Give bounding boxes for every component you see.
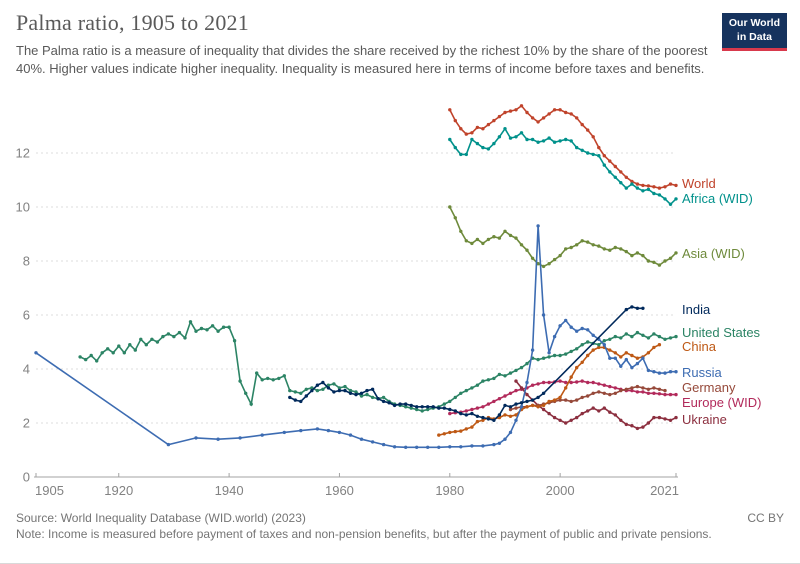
y-axis-labels: 0 2 4 6 8 10 12	[16, 146, 30, 485]
chart-subtitle: The Palma ratio is a measure of inequali…	[16, 43, 708, 77]
series-label-africa-wid[interactable]: Africa (WID)	[682, 191, 753, 207]
line-russia[interactable]	[35, 225, 676, 449]
svg-text:12: 12	[16, 146, 30, 161]
svg-text:1980: 1980	[435, 483, 464, 498]
line-india[interactable]	[289, 306, 643, 422]
owid-logo[interactable]: Our World in Data	[721, 13, 787, 52]
svg-text:1905: 1905	[35, 483, 64, 498]
series-label-china[interactable]: China	[682, 339, 716, 355]
svg-text:1940: 1940	[215, 483, 244, 498]
svg-text:6: 6	[23, 308, 30, 323]
series-label-india[interactable]: India	[682, 301, 711, 317]
series-label-asia-wid[interactable]: Asia (WID)	[682, 245, 745, 261]
svg-text:2021: 2021	[650, 483, 679, 498]
svg-text:1960: 1960	[325, 483, 354, 498]
series-label-ukraine[interactable]: Ukraine	[682, 412, 727, 428]
series-label-russia[interactable]: Russia	[682, 364, 722, 380]
series-label-world[interactable]: World	[682, 176, 716, 192]
series-label-united-states[interactable]: United States	[682, 325, 761, 341]
svg-text:2: 2	[23, 416, 30, 431]
svg-text:8: 8	[23, 254, 30, 269]
svg-text:10: 10	[16, 200, 30, 215]
owid-logo-line1: Our World	[728, 17, 780, 29]
palma-ratio-line-chart[interactable]: 0 2 4 6 8 10 12 1905 1920 1940 1960 1980 2000 2021	[0, 85, 800, 505]
license-link[interactable]: CC BY	[747, 511, 784, 525]
series-lines[interactable]	[34, 104, 678, 449]
svg-text:4: 4	[23, 362, 30, 377]
line-asia-wid[interactable]	[449, 206, 677, 268]
svg-text:1920: 1920	[104, 483, 133, 498]
series-label-europe-wid[interactable]: Europe (WID)	[682, 395, 762, 411]
source-text: Source: World Inequality Database (WID.w…	[16, 511, 306, 525]
owid-logo-line2: in Data	[736, 30, 772, 43]
chart-footer: Source: World Inequality Database (WID.w…	[16, 511, 784, 541]
svg-text:2000: 2000	[546, 483, 575, 498]
line-africa-wid[interactable]	[449, 127, 677, 206]
series-label-germany[interactable]: Germany	[682, 379, 736, 395]
x-axis: 1905 1920 1940 1960 1980 2000 2021	[34, 473, 679, 498]
line-europe-wid[interactable]	[449, 380, 676, 415]
svg-text:0: 0	[23, 470, 30, 485]
gridlines	[36, 152, 676, 424]
page-title: Palma ratio, 1905 to 2021	[16, 10, 249, 35]
note-text: Note: Income is measured before payment …	[16, 527, 712, 541]
